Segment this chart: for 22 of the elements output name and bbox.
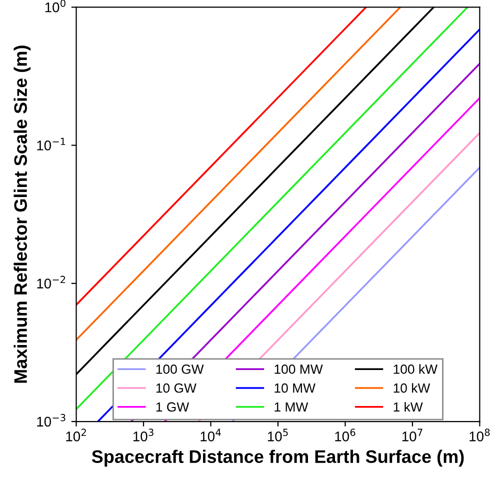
legend-label: 10 MW: [274, 383, 316, 393]
legend-label: 100 GW: [156, 364, 204, 374]
x-axis-title: Spacecraft Distance from Earth Surface (m): [92, 450, 464, 467]
y-tick-label: 10$^{0}$: [45, 0, 66, 12]
x-tick-label: 10$^{4}$: [200, 428, 221, 442]
y-tick-label: 10$^{−1}$: [37, 138, 66, 150]
x-tick-label: 10$^{2}$: [66, 428, 86, 442]
x-tick-label: 10$^{7}$: [402, 428, 422, 442]
legend-label: 1 GW: [156, 402, 190, 412]
x-tick-label: 10$^{5}$: [268, 428, 288, 442]
y-axis-title: Maximum Reflector Glint Scale Size (m): [14, 46, 31, 383]
x-tick-label: 10$^{3}$: [133, 428, 154, 442]
legend-label: 1 MW: [274, 402, 308, 412]
y-tick-label: 10$^{−3}$: [37, 414, 66, 427]
legend-label: 1 kW: [394, 402, 423, 412]
legend-label: 10 GW: [156, 383, 196, 393]
legend-label: 100 kW: [394, 364, 438, 374]
x-tick-label: 10$^{6}$: [335, 428, 356, 442]
legend-label: 100 MW: [274, 364, 323, 374]
x-tick-label: 10$^{8}$: [470, 428, 490, 442]
legend-label: 10 kW: [394, 383, 430, 393]
y-tick-label: 10$^{−2}$: [37, 276, 66, 288]
